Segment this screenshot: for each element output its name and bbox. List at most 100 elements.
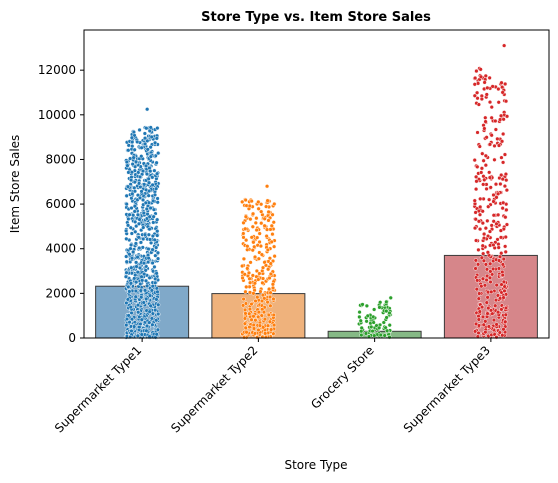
strip-point <box>148 205 153 211</box>
strip-point <box>259 221 264 226</box>
strip-point <box>243 325 248 330</box>
strip-point <box>142 232 148 237</box>
strip-point <box>133 219 138 224</box>
strip-point <box>268 271 274 277</box>
strip-point <box>135 255 140 260</box>
strip-point <box>155 256 161 261</box>
strip-point <box>139 295 144 300</box>
strip-point <box>479 170 484 175</box>
strip-point <box>481 158 486 163</box>
strip-point <box>499 155 504 160</box>
strip-point <box>126 216 131 222</box>
strip-point <box>503 319 508 324</box>
strip-point <box>501 295 506 300</box>
strip-point <box>257 231 262 236</box>
strip-point <box>501 117 506 122</box>
strip-point <box>149 288 154 293</box>
strip-point <box>140 245 145 250</box>
strip-point <box>271 331 276 336</box>
strip-point <box>487 197 492 202</box>
strip-point <box>489 223 494 228</box>
strip-point <box>154 136 159 141</box>
strip-point <box>129 265 134 270</box>
strip-point <box>359 332 364 338</box>
strip-point <box>484 92 489 97</box>
x-axis: Supermarket Type1 Supermarket Type2 Grocer… <box>52 338 493 436</box>
strip-point <box>143 268 148 273</box>
strip-point <box>139 332 144 337</box>
strip-point <box>478 204 483 210</box>
strip-point <box>240 275 245 281</box>
strip-point <box>265 323 271 328</box>
strip-point <box>490 84 495 89</box>
strip-point <box>127 252 132 257</box>
strip-point <box>150 175 155 180</box>
strip-point <box>479 96 484 102</box>
strip-point <box>484 186 489 192</box>
strip-point <box>481 322 486 327</box>
bars <box>95 254 538 339</box>
strip-point <box>125 297 130 302</box>
strip-point <box>372 333 377 338</box>
strip-point <box>257 239 262 245</box>
strip-point <box>264 233 269 239</box>
strip-point <box>481 182 486 187</box>
strip-point <box>129 205 134 211</box>
strip-point <box>499 307 504 312</box>
strip-point <box>267 319 273 324</box>
strip-point <box>384 308 389 314</box>
strip-point <box>271 312 276 318</box>
strip-point <box>272 201 277 207</box>
strip-point <box>259 252 264 257</box>
strip-point <box>497 254 503 259</box>
strip-point <box>267 286 272 292</box>
strip-point <box>501 131 506 137</box>
strip-point <box>243 311 248 316</box>
strip-point <box>136 181 142 186</box>
strip-point <box>474 90 480 95</box>
strip-point <box>124 259 129 264</box>
strip-point <box>155 233 160 238</box>
strip-point <box>251 240 256 245</box>
strip-point <box>251 322 256 328</box>
strip-point <box>475 164 480 169</box>
strip-point <box>139 317 144 322</box>
strip-point <box>488 261 493 266</box>
strip-point <box>249 317 254 322</box>
strip-point <box>263 331 268 336</box>
strip-point <box>482 80 487 85</box>
strip-point <box>141 300 146 305</box>
strip-point <box>135 212 141 217</box>
strip-point <box>149 134 154 140</box>
strip-point <box>269 223 274 228</box>
strip-point <box>148 168 153 174</box>
strip-point <box>499 172 504 178</box>
strip-point <box>359 325 364 331</box>
strip-point <box>491 266 496 272</box>
strip-point <box>504 178 509 183</box>
strip-point <box>137 245 142 251</box>
strip-point <box>136 221 142 226</box>
strip-point <box>132 189 138 194</box>
strip-point <box>489 115 494 120</box>
strip-point <box>136 235 141 240</box>
strip-point <box>502 43 507 48</box>
strip-point <box>146 246 151 252</box>
strip-point <box>240 303 246 308</box>
strip-point <box>477 226 483 232</box>
strip-point <box>245 266 250 271</box>
strip-point <box>483 153 488 158</box>
strip-point <box>152 192 158 197</box>
strip-point <box>243 214 249 219</box>
strip-point <box>503 215 508 220</box>
strip-point <box>144 328 149 333</box>
strip-point <box>483 163 488 168</box>
strip-point <box>258 289 263 294</box>
strip-point <box>142 182 147 187</box>
strip-point <box>261 325 266 330</box>
strip-point <box>139 154 144 159</box>
strip-point <box>474 179 479 184</box>
strip-point <box>503 172 509 177</box>
strip-point <box>271 220 276 225</box>
strip-point <box>155 171 160 176</box>
